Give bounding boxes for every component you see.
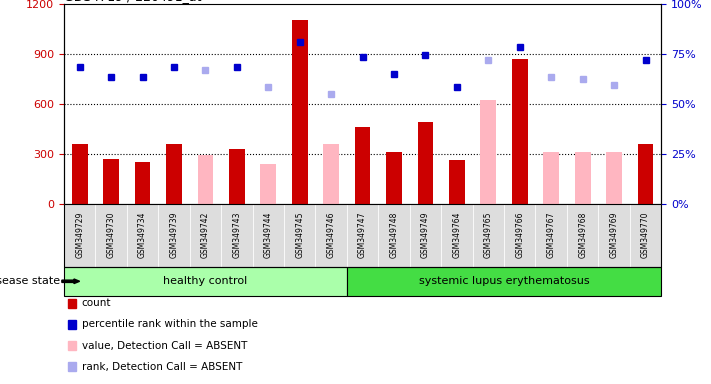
Bar — [543, 152, 559, 204]
Text: healthy control: healthy control — [164, 276, 247, 286]
Text: GDS4719 / 220491_at: GDS4719 / 220491_at — [64, 0, 201, 3]
Text: GSM349749: GSM349749 — [421, 212, 430, 258]
Bar — [292, 20, 308, 204]
Text: GSM349764: GSM349764 — [452, 212, 461, 258]
Bar — [324, 144, 339, 204]
Text: GSM349766: GSM349766 — [515, 212, 524, 258]
Text: GSM349747: GSM349747 — [358, 212, 367, 258]
Text: GSM349770: GSM349770 — [641, 212, 650, 258]
Text: GSM349769: GSM349769 — [609, 212, 619, 258]
Bar — [512, 59, 528, 204]
Bar — [72, 144, 87, 204]
Text: GSM349765: GSM349765 — [484, 212, 493, 258]
Bar — [355, 127, 370, 204]
Text: rank, Detection Call = ABSENT: rank, Detection Call = ABSENT — [82, 362, 242, 372]
Text: GSM349739: GSM349739 — [169, 212, 178, 258]
Bar — [481, 100, 496, 204]
Text: GSM349742: GSM349742 — [201, 212, 210, 258]
Text: GSM349743: GSM349743 — [232, 212, 241, 258]
Text: GSM349730: GSM349730 — [107, 212, 116, 258]
Bar — [198, 155, 213, 204]
Text: GSM349745: GSM349745 — [295, 212, 304, 258]
Text: GSM349768: GSM349768 — [578, 212, 587, 258]
Bar — [417, 122, 433, 204]
Bar — [574, 152, 591, 204]
Bar — [606, 152, 622, 204]
Text: systemic lupus erythematosus: systemic lupus erythematosus — [419, 276, 589, 286]
Text: value, Detection Call = ABSENT: value, Detection Call = ABSENT — [82, 341, 247, 351]
Text: percentile rank within the sample: percentile rank within the sample — [82, 319, 257, 329]
Text: GSM349744: GSM349744 — [264, 212, 273, 258]
Bar — [166, 144, 182, 204]
Bar — [134, 162, 151, 204]
Text: GSM349734: GSM349734 — [138, 212, 147, 258]
Text: GSM349767: GSM349767 — [547, 212, 556, 258]
Bar — [449, 160, 465, 204]
Bar — [638, 144, 653, 204]
Text: GSM349729: GSM349729 — [75, 212, 84, 258]
Bar — [386, 152, 402, 204]
Text: GSM349748: GSM349748 — [390, 212, 399, 258]
Bar — [229, 149, 245, 204]
Bar — [260, 164, 276, 204]
Text: disease state: disease state — [0, 276, 60, 286]
Text: GSM349746: GSM349746 — [326, 212, 336, 258]
Text: count: count — [82, 298, 111, 308]
Bar — [103, 159, 119, 204]
